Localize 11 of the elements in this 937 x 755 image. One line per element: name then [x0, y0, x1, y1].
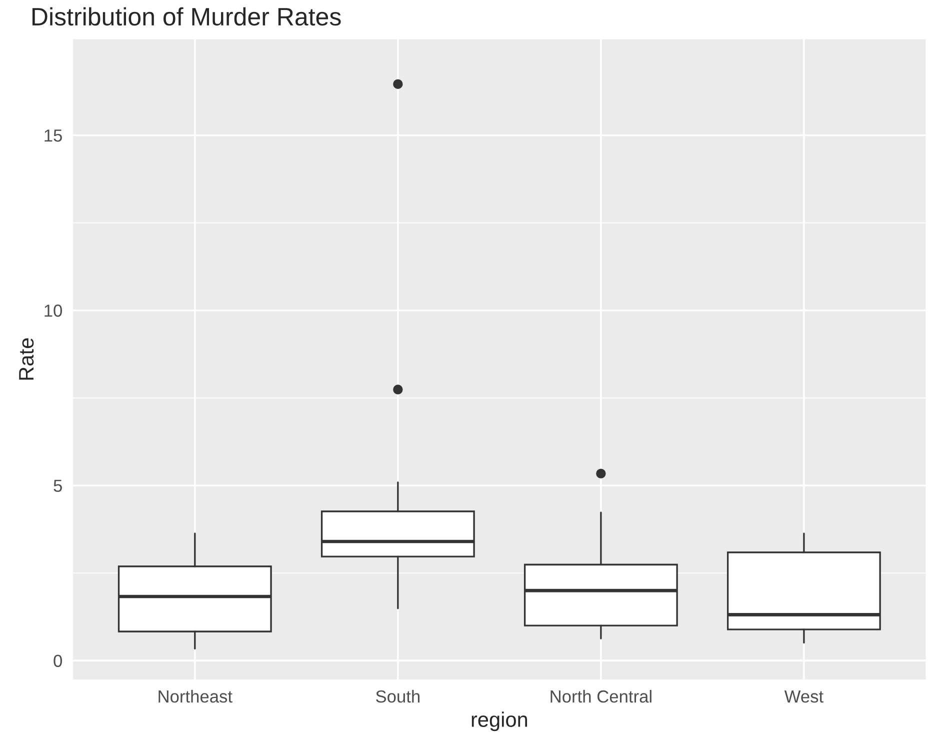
y-tick-label: 15 [44, 130, 62, 142]
y-tick-label: 10 [44, 304, 62, 317]
x-tick-label: North Central [550, 690, 652, 703]
x-axis-title: region [472, 712, 528, 732]
y-axis-title: Rate [19, 338, 34, 380]
y-tick-label: 0 [54, 654, 62, 668]
x-tick-label: West [784, 690, 824, 703]
y-tick-label: 5 [54, 480, 62, 492]
x-tick-label: South [376, 690, 420, 703]
chart-title: Distribution of Murder Rates [32, 7, 341, 26]
x-tick-label: Northeast [158, 690, 232, 703]
